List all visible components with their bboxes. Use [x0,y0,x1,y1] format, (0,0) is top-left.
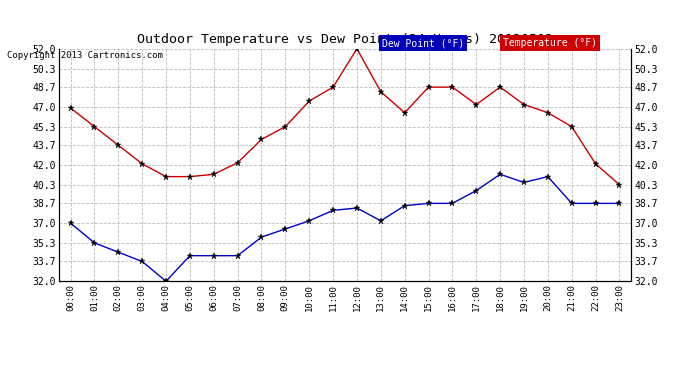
Text: Dew Point (°F): Dew Point (°F) [382,38,464,48]
Text: Copyright 2013 Cartronics.com: Copyright 2013 Cartronics.com [7,51,163,60]
Title: Outdoor Temperature vs Dew Point (24 Hours) 20130502: Outdoor Temperature vs Dew Point (24 Hou… [137,33,553,46]
Text: Temperature (°F): Temperature (°F) [503,38,597,48]
